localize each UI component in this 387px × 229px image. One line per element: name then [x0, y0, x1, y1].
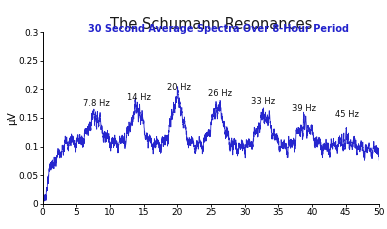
Text: 7.8 Hz: 7.8 Hz [83, 99, 110, 108]
Text: 20 Hz: 20 Hz [167, 83, 191, 92]
Text: 45 Hz: 45 Hz [336, 110, 360, 119]
Y-axis label: μV: μV [7, 111, 17, 125]
Title: The Schumann Resonances: The Schumann Resonances [110, 17, 312, 32]
Text: 30 Second Average Spectra Over 8-Hour Period: 30 Second Average Spectra Over 8-Hour Pe… [88, 24, 349, 34]
Text: 14 Hz: 14 Hz [127, 93, 151, 102]
Text: 26 Hz: 26 Hz [207, 89, 231, 98]
Text: 33 Hz: 33 Hz [251, 98, 276, 106]
Text: 39 Hz: 39 Hz [292, 104, 316, 113]
